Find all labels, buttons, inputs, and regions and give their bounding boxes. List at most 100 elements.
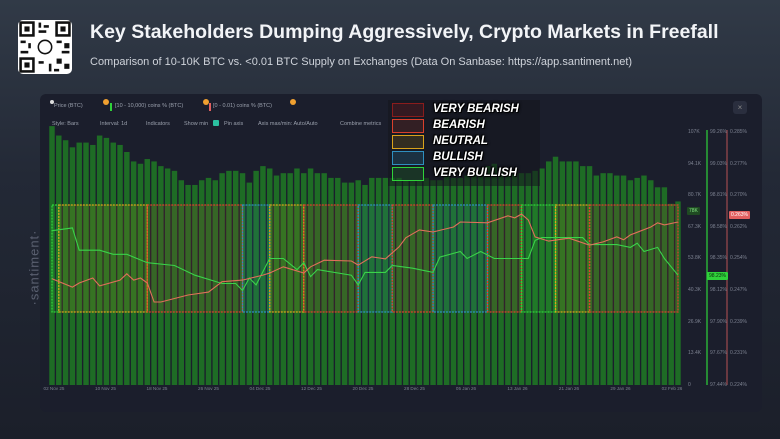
sentiment-zone-bullish (241, 204, 271, 313)
price-axis-label: 53.8K (688, 255, 702, 262)
price-bar (620, 175, 627, 385)
whales-supply-line (51, 227, 679, 292)
x-tick-label: 05 Jan 26 (456, 386, 477, 391)
price-bar (192, 184, 198, 385)
price-bar (505, 170, 511, 385)
legend-label: NEUTRAL (433, 135, 488, 147)
add-metric-icon[interactable] (290, 99, 296, 105)
price-bar (205, 177, 212, 385)
price-bar (607, 173, 613, 385)
legend-item-bearish: BEARISH (392, 119, 542, 134)
price-bar (124, 152, 130, 385)
price-axis-label: 13.4K (688, 350, 702, 357)
price-axis-label: 0 (688, 381, 691, 388)
price-bar (158, 166, 164, 385)
metric-settings-icon[interactable] (103, 99, 109, 105)
page-title: Key Stakeholders Dumping Aggressively, C… (90, 21, 719, 43)
price-bar (545, 161, 552, 385)
page-subtitle: Comparison of 10-10K BTC vs. <0.01 BTC S… (90, 56, 633, 68)
x-tick-label: 02 Feb 26 (662, 386, 683, 391)
metric-price[interactable]: Price (BTC) (54, 103, 83, 109)
price-pin-icon[interactable] (50, 100, 54, 104)
price-bar (382, 177, 389, 385)
x-tick-label: 21 Jan 26 (559, 386, 580, 391)
legend-swatch (392, 151, 424, 165)
whales-current-tag: 98.23% (707, 272, 728, 280)
metric-shrimps[interactable]: [0 - 0.01) coins % (BTC) (213, 103, 272, 109)
price-bar (103, 137, 110, 385)
legend-label: VERY BULLISH (433, 167, 517, 179)
price-bar (654, 187, 661, 385)
price-bar (437, 180, 443, 385)
x-tick-label: 12 Dec 25 (301, 386, 322, 391)
price-axis-label: 80.7K (688, 192, 702, 199)
price-bar (294, 168, 300, 385)
axis-max-min-dropdown[interactable]: Axis max/min: Auto/Auto (258, 121, 318, 127)
price-bar (450, 177, 457, 385)
sentiment-zone-bullish (432, 204, 489, 313)
interval-dropdown[interactable]: Interval: 1d (100, 121, 128, 127)
price-bar (498, 168, 504, 385)
price-bar (539, 168, 545, 385)
price-bar (83, 142, 89, 385)
legend-label: BULLISH (433, 151, 483, 163)
metric-settings-icon[interactable] (203, 99, 209, 105)
price-bar (593, 175, 600, 385)
legend-label: BEARISH (433, 119, 485, 131)
price-bar (532, 170, 538, 385)
price-bar (151, 161, 157, 385)
whales-axis-label: 99.03% (710, 160, 727, 167)
x-tick-label: 28 Dec 25 (404, 386, 425, 391)
close-button[interactable]: × (733, 101, 747, 114)
price-bar (280, 173, 287, 385)
price-bar (212, 180, 219, 385)
price-bar (362, 184, 368, 385)
price-bar (471, 173, 477, 385)
price-bar (580, 166, 586, 385)
price-bar (457, 177, 463, 385)
style-dropdown[interactable]: Style: Bars (52, 121, 79, 127)
shrimps-axis-label: 0.239% (730, 318, 747, 325)
price-bar (56, 135, 62, 385)
price-bar (477, 170, 484, 385)
price-bar (110, 142, 116, 385)
legend-swatch (392, 103, 424, 117)
metric-whales[interactable]: [10 - 10,000) coins % (BTC) (115, 103, 184, 109)
price-bar (287, 173, 293, 385)
price-bar (341, 182, 348, 385)
price-axis-label: 40.3K (688, 287, 702, 293)
price-bar (491, 163, 498, 385)
price-bar (586, 166, 593, 385)
price-bar (409, 180, 416, 385)
price-axis-label: 26.9K (688, 318, 702, 325)
shrimps-supply-line (51, 213, 679, 303)
sentiment-zone-neutral (58, 204, 148, 313)
shrimps-axis-label: 0.277% (730, 160, 747, 167)
sentiment-zone-bearish (146, 204, 244, 313)
x-tick-label: 18 Nov 25 (147, 386, 168, 391)
price-bar (661, 187, 668, 385)
price-bar (668, 203, 674, 385)
sentiment-zone-bearish (588, 204, 679, 313)
price-bar (403, 180, 409, 385)
whales-axis-label: 97.90% (710, 318, 727, 325)
price-bar (96, 135, 103, 385)
shrimps-axis-label: 0.231% (730, 350, 747, 357)
price-bar (171, 170, 178, 385)
indicators-dropdown[interactable]: Indicators (146, 121, 170, 127)
pin-axis-toggle[interactable]: Pin axis (224, 121, 244, 127)
whales-axis-label: 98.81% (710, 192, 727, 199)
shrimps-axis-label: 0.270% (730, 192, 747, 199)
price-bar (634, 177, 640, 385)
whales-axis-label: 97.67% (710, 350, 727, 357)
x-tick-label: 20 Dec 25 (353, 386, 374, 391)
show-min-checkbox[interactable] (213, 120, 219, 126)
legend-label: VERY BEARISH (433, 103, 519, 115)
x-tick-label: 29 Jan 26 (610, 386, 631, 391)
shrimps-axis-label: 0.247% (730, 287, 747, 293)
price-current-tag: 78K (687, 207, 700, 215)
show-min-toggle[interactable]: Show min (184, 121, 209, 127)
combine-metrics-toggle[interactable]: Combine metrics (340, 121, 382, 127)
x-tick-label: 26 Nov 25 (198, 386, 219, 391)
